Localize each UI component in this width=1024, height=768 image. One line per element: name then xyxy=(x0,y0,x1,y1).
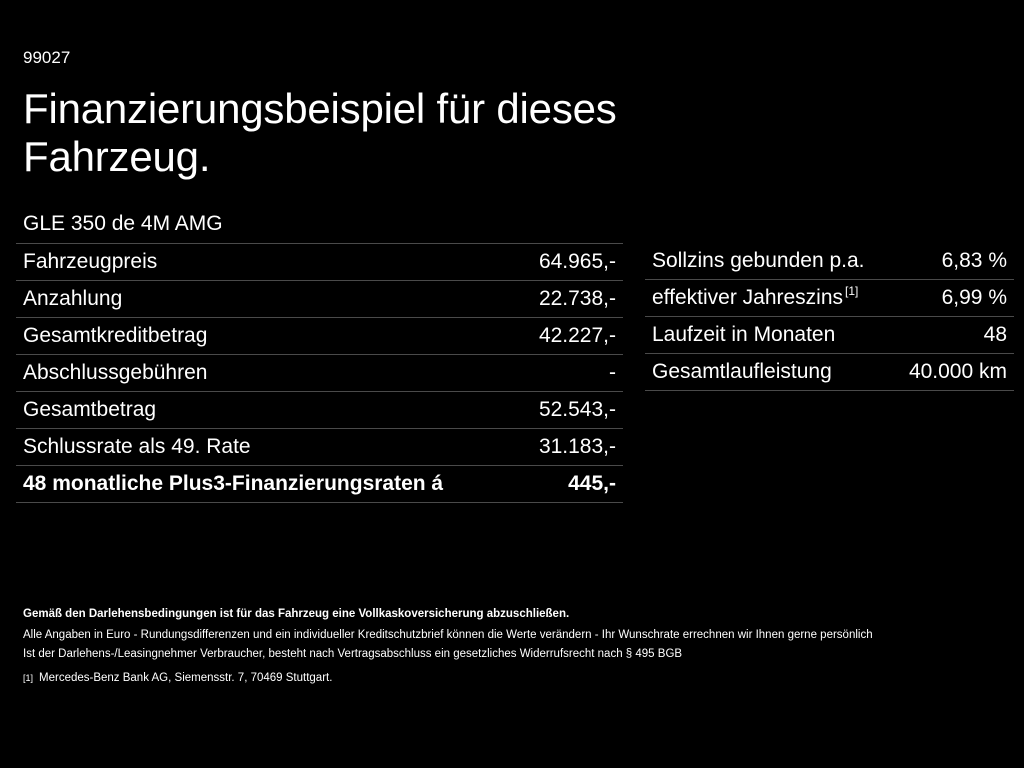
row-value: 445,- xyxy=(517,465,623,503)
legal-notes: Gemäß den Darlehensbedingungen ist für d… xyxy=(23,605,1003,664)
table-row: Schlussrate als 49. Rate 31.183,- xyxy=(16,428,623,466)
row-value: - xyxy=(517,354,623,392)
table-row: Sollzins gebunden p.a. 6,83 % xyxy=(645,243,1014,280)
row-value: 64.965,- xyxy=(517,243,623,281)
row-value: 42.227,- xyxy=(517,317,623,355)
table-row: Abschlussgebühren - xyxy=(16,354,623,392)
footnote-mark: [1] xyxy=(23,673,34,683)
table-row: Fahrzeugpreis 64.965,- xyxy=(16,243,623,281)
footnote-text: Mercedes-Benz Bank AG, Siemensstr. 7, 70… xyxy=(39,672,333,684)
row-value: 52.543,- xyxy=(517,391,623,429)
vehicle-model: GLE 350 de 4M AMG xyxy=(23,212,223,235)
row-value: 31.183,- xyxy=(517,428,623,466)
insurance-note: Gemäß den Darlehensbedingungen ist für d… xyxy=(23,608,570,620)
monthly-rate-row: 48 monatliche Plus3-Finanzierungsraten á… xyxy=(16,465,623,503)
row-value: 48 xyxy=(891,316,1014,354)
row-value: 6,99 % xyxy=(891,279,1014,317)
rounding-note: Alle Angaben in Euro - Rundungsdifferenz… xyxy=(23,629,873,641)
row-label: Gesamtbetrag xyxy=(16,391,518,429)
row-label: Sollzins gebunden p.a. xyxy=(645,243,892,280)
row-label: Gesamtlaufleistung xyxy=(645,353,892,391)
table-row: Anzahlung 22.738,- xyxy=(16,280,623,318)
table-row: Gesamtbetrag 52.543,- xyxy=(16,391,623,429)
row-label: Anzahlung xyxy=(16,280,518,318)
row-label: Laufzeit in Monaten xyxy=(645,316,892,354)
row-value: 40.000 km xyxy=(891,353,1014,391)
row-label: Gesamtkreditbetrag xyxy=(16,317,518,355)
withdrawal-note: Ist der Darlehens-/Leasingnehmer Verbrau… xyxy=(23,648,683,660)
financing-table: Fahrzeugpreis 64.965,- Anzahlung 22.738,… xyxy=(16,243,623,503)
footnote-ref: [1] xyxy=(845,284,859,298)
row-label: Abschlussgebühren xyxy=(16,354,518,392)
row-label-cell: effektiver Jahreszins [1] xyxy=(645,279,892,317)
table-row: Gesamtlaufleistung 40.000 km xyxy=(645,353,1014,391)
table-row: Gesamtkreditbetrag 42.227,- xyxy=(16,317,623,355)
row-label: Fahrzeugpreis xyxy=(16,243,518,281)
row-value: 6,83 % xyxy=(891,243,1014,280)
table-row: effektiver Jahreszins [1] 6,99 % xyxy=(645,279,1014,317)
footnote: [1] Mercedes-Benz Bank AG, Siemensstr. 7,… xyxy=(23,670,332,686)
offer-code: 99027 xyxy=(23,48,71,67)
interest-table: Sollzins gebunden p.a. 6,83 % effektiver… xyxy=(645,243,1014,391)
row-label: Schlussrate als 49. Rate xyxy=(16,428,518,466)
table-row: Laufzeit in Monaten 48 xyxy=(645,316,1014,354)
page-title: Finanzierungsbeispiel für dieses Fahrzeu… xyxy=(23,85,617,180)
row-label: effektiver Jahreszins xyxy=(652,286,844,309)
row-label: 48 monatliche Plus3-Finanzierungsraten á xyxy=(16,465,518,503)
row-value: 22.738,- xyxy=(517,280,623,318)
